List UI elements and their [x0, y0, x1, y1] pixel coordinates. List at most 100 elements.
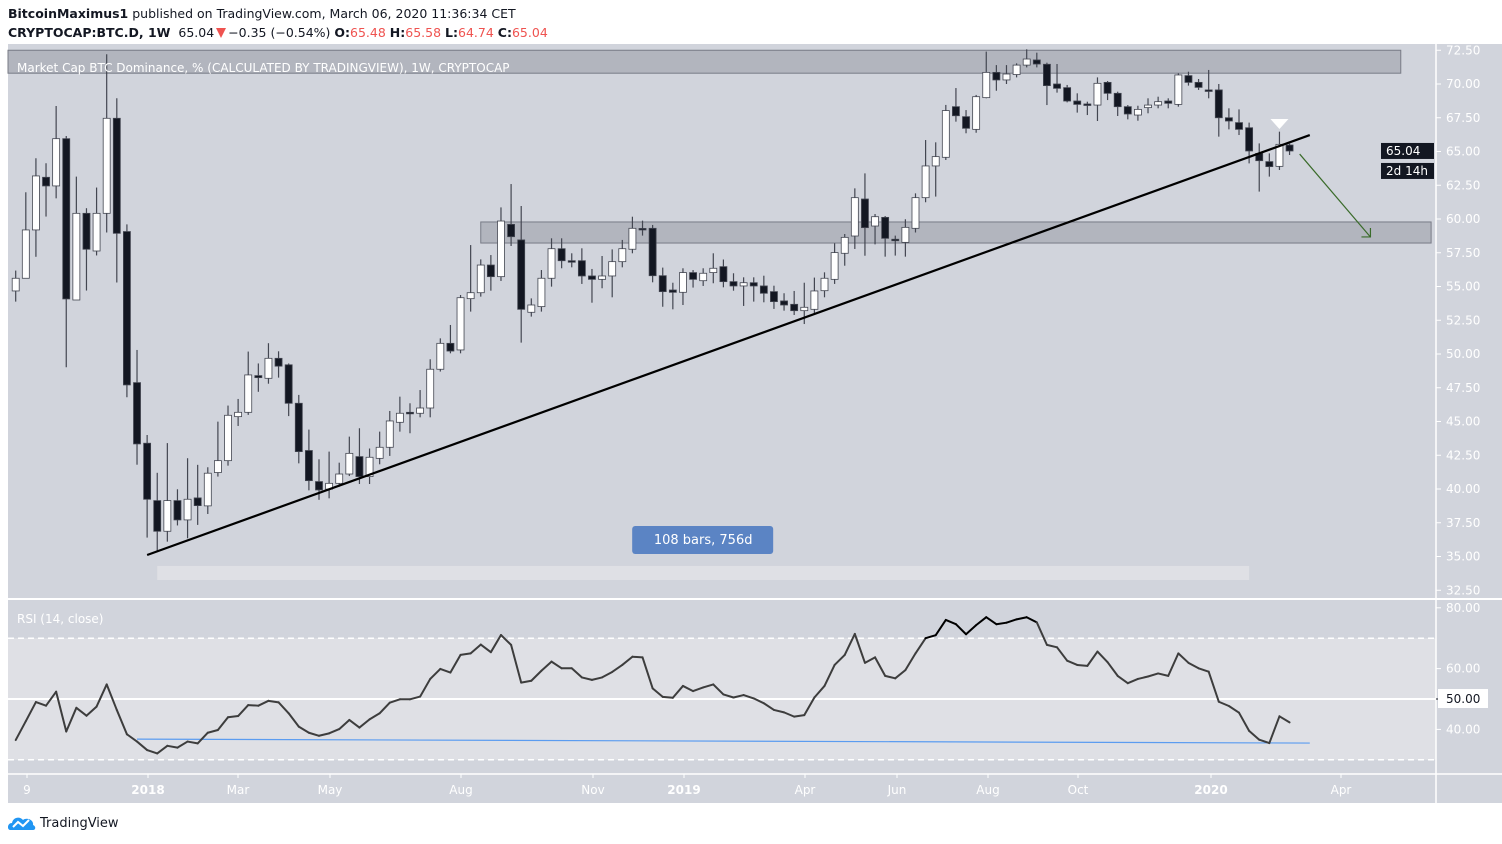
rsi-segment	[34, 701, 48, 707]
candle	[962, 110, 970, 134]
candle	[486, 255, 495, 291]
rsi-segment	[580, 676, 593, 681]
candle-body	[547, 248, 556, 279]
candle-body	[810, 290, 819, 310]
rsi-segment	[216, 716, 230, 732]
price-tick-label: 35.00	[1446, 550, 1480, 564]
rsi-segment	[621, 655, 634, 666]
candle-body	[1164, 100, 1173, 104]
candle-body	[1194, 81, 1203, 88]
rsi-segment	[1126, 677, 1139, 685]
rsi-segment	[388, 698, 401, 704]
author-name[interactable]: BitcoinMaximus1	[8, 6, 129, 21]
rsi-segment	[965, 624, 978, 636]
rsi-pane[interactable]	[8, 616, 1436, 761]
price-tick-label: 65.00	[1446, 145, 1480, 159]
rsi-segment	[378, 701, 391, 715]
candle	[426, 359, 435, 418]
trendline	[146, 133, 1311, 557]
rsi-segment	[95, 683, 108, 708]
candle-body	[588, 275, 596, 280]
time-tick-label: Apr	[795, 783, 816, 797]
candle	[203, 467, 212, 514]
candle-body	[315, 481, 323, 491]
rsi-segment	[874, 656, 887, 677]
rsi-segment	[884, 674, 897, 680]
candle-body	[840, 236, 849, 254]
candle	[224, 405, 232, 466]
rsi-segment	[944, 618, 957, 626]
candle	[385, 410, 394, 456]
candle-body	[183, 498, 192, 521]
candle	[284, 363, 293, 417]
candle	[32, 158, 40, 257]
candle-body	[618, 248, 627, 263]
candle	[1275, 131, 1284, 170]
candle	[143, 435, 152, 538]
candle	[901, 219, 910, 257]
rsi-segment	[833, 653, 846, 666]
rsi-segment	[136, 740, 149, 752]
candle	[133, 349, 141, 465]
candle-body	[153, 500, 162, 532]
candle-body	[931, 156, 940, 167]
candle	[52, 106, 61, 199]
candle	[709, 253, 718, 284]
rsi-segment	[75, 706, 88, 717]
resistance-zone	[7, 49, 1402, 74]
candle	[1164, 98, 1173, 109]
rsi-segment	[1157, 672, 1170, 677]
candle-body	[234, 411, 243, 418]
candle-body	[1123, 106, 1132, 115]
rsi-tick-label: 40.00	[1446, 722, 1480, 736]
candle	[840, 233, 849, 266]
candle-body	[648, 227, 657, 277]
candle-body	[689, 272, 697, 280]
candle	[628, 216, 637, 254]
rsi-segment	[45, 690, 58, 707]
candle-body	[598, 275, 606, 280]
countdown-label: 2d 14h	[1386, 164, 1428, 178]
candle-body	[92, 212, 101, 252]
rsi-segment	[863, 656, 877, 664]
candle-body	[304, 450, 313, 482]
candle	[335, 462, 344, 487]
candle-body	[1022, 58, 1031, 66]
candle	[527, 298, 536, 317]
publish-info: BitcoinMaximus1 published on TradingView…	[8, 6, 516, 21]
candle	[982, 51, 991, 99]
candle-body	[385, 420, 394, 448]
candle-body	[1134, 108, 1142, 116]
candle-body	[375, 446, 384, 459]
countdown-box	[1381, 162, 1434, 179]
price-pane[interactable]: 108 bars, 756d	[7, 49, 1432, 580]
rsi-tick-label: 60.00	[1446, 662, 1480, 676]
footer-brand: TradingView	[8, 814, 119, 832]
candle-body	[1285, 144, 1294, 152]
candle	[62, 135, 71, 368]
candle-body	[62, 138, 71, 300]
candle-body	[901, 226, 910, 243]
rsi-segment	[479, 643, 492, 654]
candle	[183, 458, 192, 539]
candle-body	[517, 239, 526, 310]
candle-body	[456, 297, 465, 351]
candle	[1093, 77, 1102, 121]
candle	[871, 214, 879, 245]
rsi-segment	[1086, 650, 1099, 667]
candle	[1194, 79, 1203, 90]
rsi-segment	[1227, 704, 1241, 714]
rsi-segment	[712, 683, 725, 696]
candle-body	[254, 375, 263, 379]
candle	[294, 394, 303, 464]
candle	[1225, 108, 1233, 130]
candle	[375, 431, 384, 465]
candle	[780, 293, 788, 311]
time-tick-label: Apr	[1331, 783, 1352, 797]
candle	[234, 398, 243, 426]
candle-body	[335, 473, 344, 484]
candle	[770, 285, 778, 309]
candle-body	[921, 165, 930, 199]
candle	[668, 282, 677, 310]
